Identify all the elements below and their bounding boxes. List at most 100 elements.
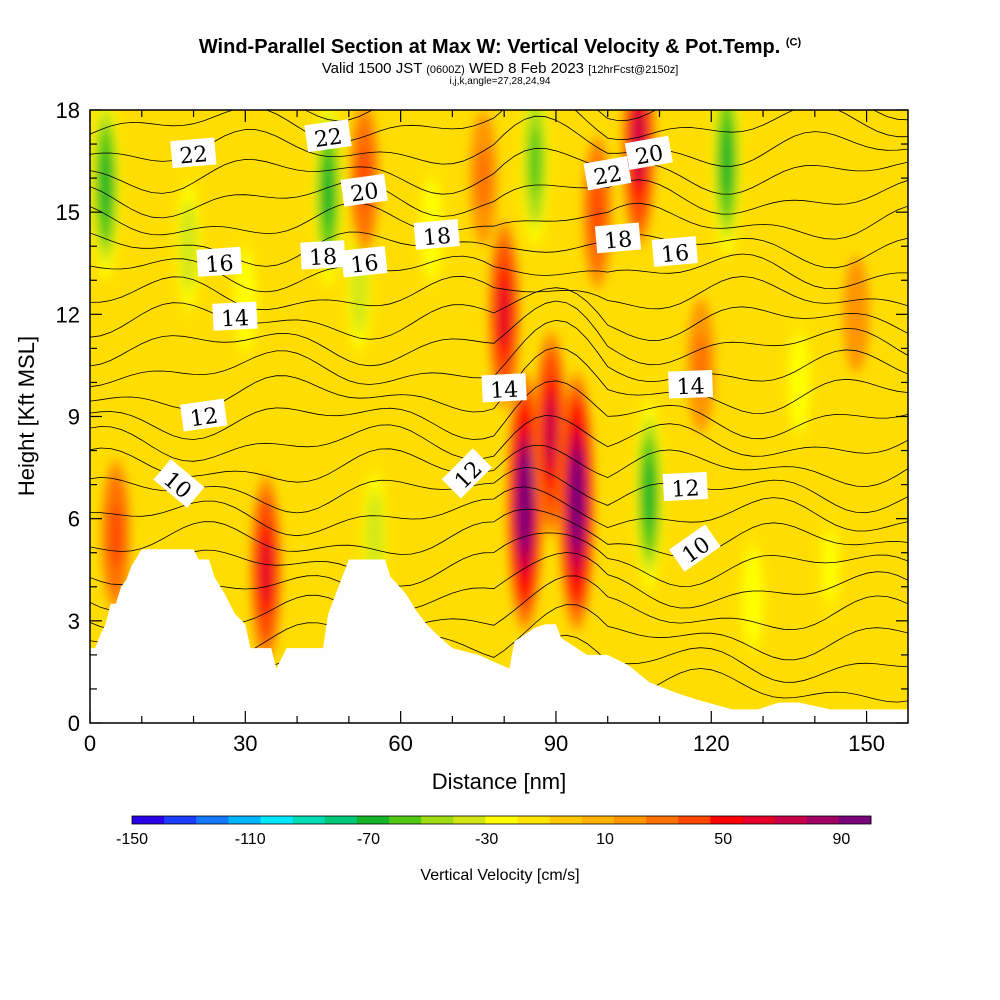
colorbar-tick-label: -150	[116, 831, 148, 848]
isentrope-label-20: 20	[624, 135, 673, 171]
isentrope-label-text: 18	[308, 245, 337, 271]
velocity-cell-7-level-6	[529, 128, 541, 194]
y-axis-title: Height [Kft MSL]	[14, 336, 39, 496]
isentrope-label-14: 14	[668, 370, 714, 400]
colorbar-tick-label: -110	[235, 831, 266, 848]
isentrope-label-text: 14	[676, 374, 705, 400]
x-tick-label: 90	[544, 731, 568, 756]
isentrope-line	[90, 346, 908, 414]
velocity-cell-16-level-3	[476, 145, 491, 211]
isentrope-label-22: 22	[583, 156, 632, 191]
isentrope-label-text: 14	[220, 306, 249, 332]
colorbar-swatch	[196, 816, 229, 824]
grid-indices: i,j,k,angle=27,28,24,94	[449, 76, 551, 87]
isentrope-label-box	[340, 173, 388, 207]
isentrope-label-text: 18	[603, 227, 633, 254]
colorbar-swatch	[646, 816, 679, 824]
isentrope-label-box	[441, 448, 492, 499]
valid-date: WED 8 Feb 2023	[468, 60, 585, 77]
isentrope-line	[90, 253, 908, 293]
isentrope-label-text: 12	[671, 476, 700, 502]
isentrope-line	[90, 466, 908, 514]
axes: 0 30 60 90 120 150 0 3 6 9 12 15 18	[56, 98, 908, 756]
colorbar-frame	[131, 815, 872, 825]
isentrope-line	[90, 552, 908, 612]
velocity-cell-10-level-3	[746, 564, 760, 630]
y-tick-label: 3	[68, 609, 80, 634]
colorbar-tick-label: -30	[475, 831, 498, 848]
colorbar-swatch	[678, 816, 711, 824]
colorbar-swatch	[774, 816, 808, 824]
isentrope-label-18: 18	[413, 219, 460, 251]
colorbar-tick-label: 50	[714, 831, 732, 848]
colorbar-swatch	[292, 816, 326, 824]
colorbar-swatch	[324, 816, 358, 824]
isentrope-label-text: 22	[179, 142, 209, 169]
isentrope-label-16: 16	[340, 246, 388, 279]
colorbar-swatch	[389, 816, 422, 824]
x-tick-label: 30	[233, 731, 257, 756]
colorbar-swatch	[549, 816, 583, 824]
isentrope-label-box	[340, 246, 388, 278]
velocity-cell-12-level-2	[822, 530, 839, 602]
velocity-cell-1-level-4	[182, 214, 195, 278]
isentrope-line	[90, 444, 908, 488]
colorbar-swatch	[613, 816, 647, 824]
isentrope-line	[90, 319, 908, 388]
isentrope-label-box	[196, 246, 243, 277]
colorbar-tick-label: 90	[833, 831, 851, 848]
y-tick-label: 18	[56, 98, 80, 123]
isentrope-label-text: 16	[660, 241, 690, 268]
isentrope-label-16: 16	[196, 246, 243, 278]
isentrope-label-text: 22	[313, 124, 344, 153]
colorbar-swatch	[453, 816, 486, 824]
terrain	[90, 549, 908, 723]
isentrope-line	[90, 300, 908, 367]
isentrope-label-12: 12	[662, 471, 708, 503]
isentrope-label-text: 16	[349, 251, 379, 279]
colorbar-swatch	[485, 816, 518, 824]
colorbar-swatch	[421, 816, 454, 824]
velocity-cell-8-level-7	[643, 460, 655, 529]
isentrope-line	[90, 532, 908, 587]
colorbar-swatch	[356, 816, 390, 824]
isentrope-label-text: 16	[205, 251, 235, 278]
isentrope-line	[90, 380, 908, 440]
valid-time-utc: (0600Z)	[426, 64, 465, 76]
colorbar-swatch	[164, 816, 197, 824]
isentrope-label-box	[212, 301, 258, 331]
isentrope-line	[90, 508, 908, 558]
isentrope-label-14: 14	[481, 373, 527, 404]
colorbar-swatch	[581, 816, 615, 824]
colorbar-swatch	[260, 816, 294, 824]
isentrope-line	[90, 202, 908, 240]
isentrope-line	[90, 275, 908, 311]
velocity-cell-17-level-6	[498, 281, 510, 348]
isentrope-label-text: 22	[592, 161, 624, 190]
isentrope-label-text: 12	[189, 404, 220, 433]
colorbar-swatch	[517, 816, 551, 824]
velocity-cell-3-level-7	[322, 157, 334, 226]
colorbar-swatch	[228, 816, 261, 824]
isentrope-line	[90, 486, 908, 537]
isentrope-label-box	[594, 222, 642, 254]
isentrope-label-18: 18	[594, 222, 642, 255]
colorbar-title: Vertical Velocity [cm/s]	[420, 867, 579, 884]
velocity-cell-9-level-7	[721, 126, 733, 196]
colorbar-tick-label: -70	[357, 831, 380, 848]
isentrope-label-14: 14	[212, 301, 258, 332]
chart-title: Wind-Parallel Section at Max W: Vertical…	[0, 36, 1000, 59]
isentrope-label-box	[413, 219, 460, 250]
isentrope-label-box	[304, 119, 352, 153]
isentrope-label-10: 10	[153, 458, 205, 508]
isentrope-label-text: 20	[349, 179, 380, 208]
isentrope-label-16: 16	[651, 236, 698, 268]
colorbar: -150 -110 -70 -30 10 50 90	[116, 815, 872, 848]
isentrope-label-18: 18	[300, 240, 346, 271]
isentrope-label-box	[300, 240, 346, 270]
isentrope-label-box	[153, 458, 205, 508]
isentrope-line	[90, 147, 908, 195]
isentrope-label-box	[170, 137, 217, 169]
x-tick-label: 60	[388, 731, 412, 756]
